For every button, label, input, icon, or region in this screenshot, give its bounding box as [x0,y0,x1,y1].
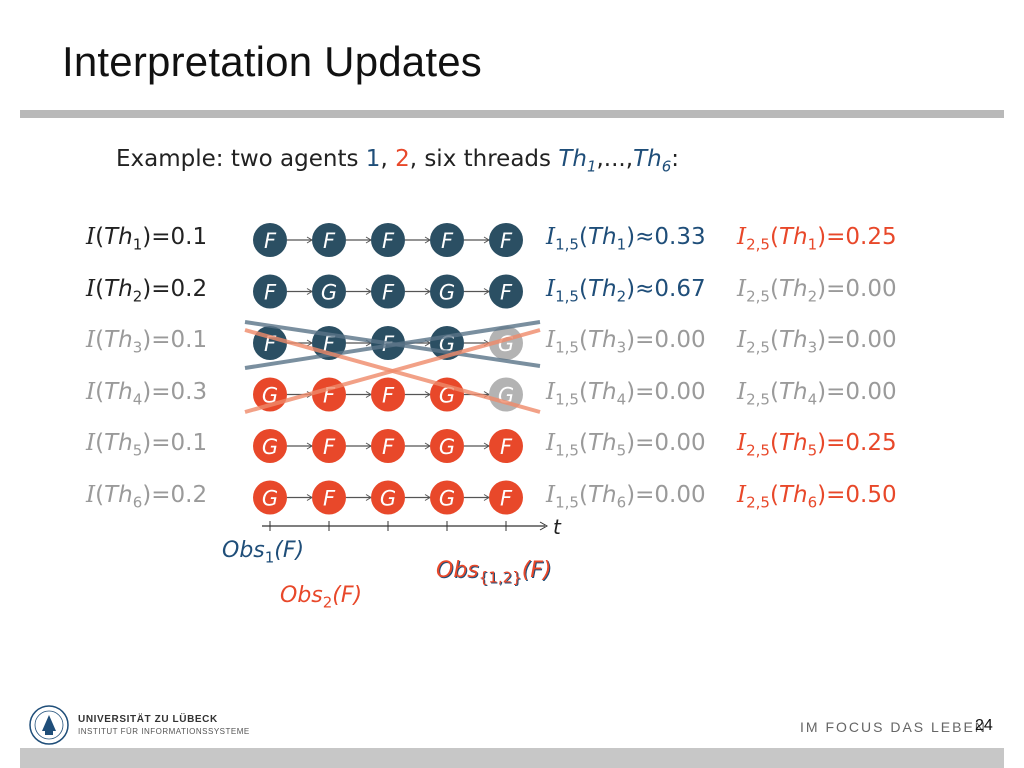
state-node [430,377,464,412]
state-node [371,429,405,463]
interp-agent1-thread-1: I1,5(Th1)≈0.33 [546,224,706,254]
slide-title: Interpretation Updates [62,38,482,85]
thread-prob-2: I(Th2)=0.2 [86,275,208,306]
state-node [312,274,346,309]
interp-agent1-thread-2: I1,5(Th2)≈0.67 [546,275,706,306]
example-sentence: Example: two agents 1, 2, six threads Th… [116,146,679,176]
footer-slogan: IM FOCUS DAS LEBEN [800,719,987,735]
interp-agent2-thread-6: I2,5(Th6)=0.50 [737,481,897,512]
agent-2: 2 [395,146,410,172]
university-name: UNIVERSITÄT ZU LÜBECK [78,714,218,725]
state-label: F [382,435,395,459]
state-label: G [262,487,278,511]
state-node [430,274,464,309]
state-node [371,480,405,515]
footer-bar [20,748,1004,768]
state-label: G [439,384,455,408]
state-label: F [500,435,513,459]
state-node [312,429,346,463]
intro-middle: , six threads [409,146,559,172]
state-label: G [321,281,337,305]
state-node [371,377,405,412]
interp-agent2-thread-3: I2,5(Th3)=0.00 [737,327,897,357]
state-label: G [439,435,455,459]
thread-prob-5: I(Th5)=0.1 [86,430,208,460]
obs-agents-1-2: Obs{1,2}(F) [436,558,552,587]
page-number: 24 [975,717,993,734]
state-label: G [262,384,278,408]
state-node [430,429,464,463]
state-node [489,274,523,309]
title-divider [20,110,1004,118]
state-label: G [439,487,455,511]
state-node [489,223,523,257]
interp-agent2-thread-2: I2,5(Th2)=0.00 [737,275,897,306]
time-axis-label: t [553,515,562,539]
thread-last: Th6 [633,146,672,176]
state-label: F [323,487,336,511]
state-label: F [382,229,395,253]
state-label: F [500,229,513,253]
institute-name: INSTITUT FÜR INFORMATIONSSYSTEME [78,727,250,736]
interp-agent1-thread-4: I1,5(Th4)=0.00 [546,378,706,409]
thread-first: Th1 [558,146,597,176]
state-node [430,480,464,515]
state-label: F [264,229,277,253]
time-axis-arrow [539,521,549,531]
interp-agent2-thread-4: I2,5(Th4)=0.00 [737,378,897,409]
state-node [253,480,287,515]
state-label: F [323,229,336,253]
state-node [489,480,523,515]
state-label: G [262,435,278,459]
state-label: G [380,487,396,511]
state-node [489,429,523,463]
state-node [253,223,287,257]
obs-agent-1: Obs1(F) [222,538,305,567]
strike-line-agent2 [244,328,541,414]
intro-ellipsis: ,..., [596,146,634,172]
state-node [489,326,523,360]
interp-agent1-thread-6: I1,5(Th6)=0.00 [546,481,706,512]
intro-suffix: : [671,146,679,172]
state-node [312,223,346,257]
state-node [253,274,287,309]
state-label: F [264,281,277,305]
state-node [312,480,346,515]
thread-prob-6: I(Th6)=0.2 [86,481,208,512]
state-label: F [500,281,513,305]
strike-line-agent1 [244,320,541,370]
state-label: F [500,487,513,511]
state-label: F [441,229,454,253]
interp-agent1-thread-5: I1,5(Th5)=0.00 [546,430,706,460]
thread-prob-3: I(Th3)=0.1 [86,327,208,357]
interp-agent2-thread-1: I2,5(Th1)=0.25 [737,224,897,254]
interp-agent2-thread-5: I2,5(Th5)=0.25 [737,430,897,460]
obs-agent-2: Obs2(F) [280,583,363,612]
state-label: F [382,281,395,305]
state-node [371,274,405,309]
state-node [371,223,405,257]
state-label: F [323,332,336,356]
state-label: F [382,384,395,408]
state-node [430,223,464,257]
intro-prefix: Example: two agents [116,146,366,172]
interp-agent1-thread-3: I1,5(Th3)=0.00 [546,327,706,357]
university-seal-logo [29,705,69,745]
state-label: F [323,435,336,459]
thread-prob-1: I(Th1)=0.1 [86,224,208,254]
state-label: G [439,281,455,305]
state-label: G [498,332,514,356]
state-node [253,429,287,463]
agent-1: 1 [365,146,381,172]
thread-prob-4: I(Th4)=0.3 [86,378,208,409]
intro-sep: , [380,146,396,172]
